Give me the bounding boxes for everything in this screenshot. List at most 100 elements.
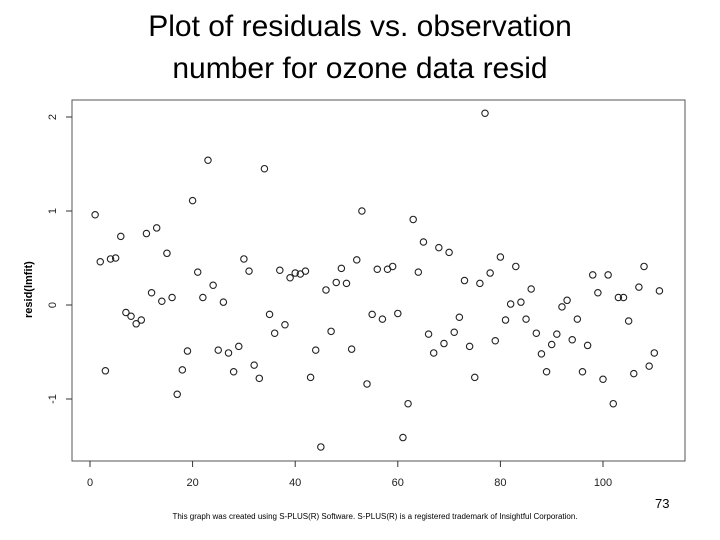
data-point [650,349,659,357]
data-point [260,164,269,173]
data-point [353,256,361,264]
data-point [491,336,500,345]
data-point [173,390,181,399]
data-point [414,268,423,276]
data-point [429,349,438,357]
chart-title-line-2: number for ozone data resid [172,52,548,85]
data-point [450,328,458,337]
data-point [476,279,484,288]
data-point [101,367,110,375]
data-point [588,271,597,279]
data-point [127,312,135,321]
data-point [583,341,592,350]
data-point [568,336,576,344]
data-point [501,316,510,324]
data-point [373,265,382,274]
data-point [111,254,120,262]
data-point [399,433,407,442]
data-point [604,271,612,279]
y-tick-label: 1 [47,208,59,214]
data-point [655,287,664,295]
plot-frame [71,99,686,462]
data-point [168,293,176,302]
data-point [635,283,643,291]
data-point [255,374,264,383]
data-point [327,327,335,336]
data-point [219,298,228,306]
data-point [512,262,520,271]
y-tick-label: 2 [47,114,59,120]
data-point [419,238,428,246]
data-point [291,269,299,277]
data-point [388,262,397,271]
data-point [368,310,376,319]
data-point [547,340,556,349]
data-point [404,399,412,408]
data-point [188,196,197,205]
data-point [214,346,223,354]
data-point [265,310,274,319]
chart-title: Plot of residuals vs. observation number… [0,6,720,90]
data-point [204,156,212,164]
data-point [578,367,587,376]
y-tick-label: -1 [47,394,59,404]
data-point [394,309,402,318]
y-tick-label: 0 [47,302,59,308]
x-tick-label: 40 [289,477,301,489]
data-point [532,329,541,337]
data-point [558,303,566,311]
data-point [573,315,582,323]
data-point [235,342,243,351]
data-point [645,362,653,370]
data-point [486,269,494,277]
data-point [624,317,633,325]
data-point [152,224,161,232]
data-point [245,267,253,275]
footer-credit: This graph was created using S-PLUS(R) S… [172,512,578,521]
data-point [496,253,505,261]
data-point [445,248,453,257]
data-point [158,297,166,305]
data-point [424,330,433,338]
data-point [96,258,105,266]
data-point [270,329,279,337]
data-point [147,289,156,297]
data-point [481,109,489,117]
data-point [301,267,310,275]
data-point [527,285,535,293]
data-point [640,262,648,271]
data-point [470,373,479,382]
data-point [142,229,151,238]
data-point [240,255,248,263]
data-point [522,315,530,323]
x-tick-label: 0 [87,477,93,489]
data-point [506,300,515,308]
data-point [122,308,130,317]
data-point [209,281,217,290]
data-point [440,339,448,348]
data-point [337,264,346,273]
data-point [614,293,623,302]
x-tick-label: 60 [392,477,404,489]
data-point [281,320,289,329]
data-point [91,211,99,219]
x-tick-label: 80 [494,477,506,489]
data-point [609,399,618,408]
data-point [435,243,443,252]
x-tick-label: 100 [594,477,612,489]
data-point [117,232,125,241]
x-tick-label: 20 [186,477,198,489]
chart-title-line-1: Plot of residuals vs. observation [148,10,572,43]
data-point [358,207,366,215]
data-point [563,296,571,305]
data-point [306,373,315,382]
data-point [378,315,387,323]
data-point [317,443,325,451]
data-point [455,313,464,321]
data-point [132,320,140,328]
data-point [229,367,238,376]
data-point [594,289,602,297]
data-point [311,346,320,354]
data-point [363,380,371,388]
